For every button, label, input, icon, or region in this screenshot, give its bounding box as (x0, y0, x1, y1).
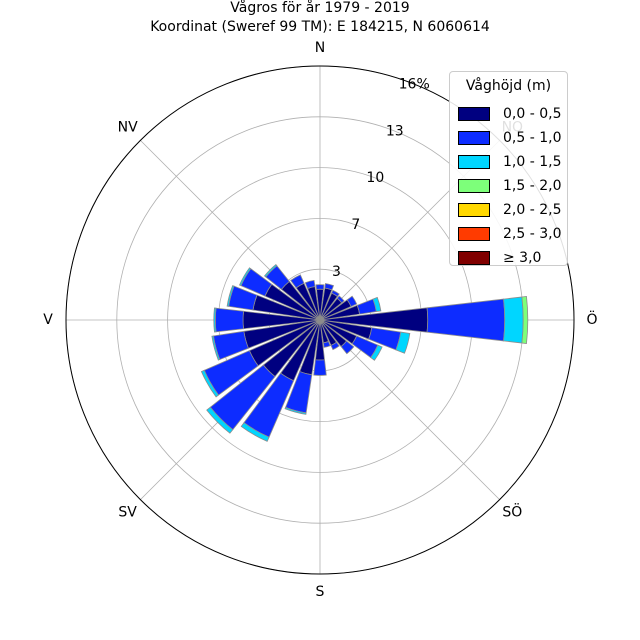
legend-entry: 0,0 - 0,5 (458, 102, 562, 126)
wedge-segment (331, 289, 340, 298)
wedge-segment (395, 331, 411, 354)
legend-label: 0,0 - 0,5 (503, 106, 562, 122)
wedge-segment (200, 369, 220, 398)
legend-label: 0,5 - 1,0 (503, 130, 562, 146)
wedge-segment (346, 295, 358, 308)
wedge-segment (313, 359, 327, 376)
chart-title: Vågros för år 1979 - 2019 (230, 0, 410, 16)
legend-entry: 1,0 - 1,5 (458, 150, 562, 174)
wedge-segment (322, 340, 331, 348)
legend-label: ≥ 3,0 (503, 250, 542, 266)
wedge-segment (290, 274, 305, 289)
direction-label: S (316, 584, 325, 600)
direction-label: Ö (586, 310, 597, 328)
radial-tick-label: 13 (386, 123, 404, 139)
legend-entry: 2,5 - 3,0 (458, 222, 562, 246)
legend-swatch (458, 131, 490, 145)
outer-ring (65, 65, 575, 575)
legend-entry: 1,5 - 2,0 (458, 174, 562, 198)
chart-subtitle: Koordinat (Sweref 99 TM): E 184215, N 60… (150, 19, 490, 35)
wedge-segment (370, 344, 383, 361)
direction-label: SV (118, 504, 137, 520)
wedge-segment (521, 296, 529, 344)
legend-label: 2,5 - 3,0 (503, 226, 562, 242)
wedges-layer (200, 264, 529, 442)
legend-entry: 0,5 - 1,0 (458, 126, 562, 150)
wedge-segment (226, 285, 235, 307)
legend-swatch (458, 179, 490, 193)
radial-tick-label: 3 (332, 264, 341, 280)
wedge-segment (330, 341, 340, 351)
wedge-segment (315, 284, 325, 290)
wedge-segment (264, 264, 278, 278)
wedge-segment (211, 335, 221, 361)
wedge-segment (372, 296, 382, 313)
legend-label: 1,0 - 1,5 (503, 154, 562, 170)
legend-entry: 2,0 - 2,5 (458, 198, 562, 222)
radial-tick-label: 16% (399, 76, 430, 92)
legend-swatch (458, 155, 490, 169)
direction-label: N (315, 40, 325, 56)
legend-label: 2,0 - 2,5 (503, 202, 562, 218)
wedge-segment (503, 296, 524, 344)
radial-tick-label: 7 (351, 217, 360, 233)
radial-tick-label: 10 (366, 170, 384, 186)
legend-swatch (458, 251, 490, 265)
legend-label: 1,5 - 2,0 (503, 178, 562, 194)
legend-swatch (458, 203, 490, 217)
wedge-segment (304, 279, 316, 290)
direction-label: V (43, 312, 53, 328)
legend-entries: 0,0 - 0,5 0,5 - 1,0 1,0 - 1,5 1,5 - 2,0 2,0 … (458, 102, 562, 270)
wedge-segment (336, 295, 345, 304)
wedge-segment (239, 267, 252, 287)
legend-entry: ≥ 3,0 (458, 246, 559, 270)
wedge-segment (340, 340, 355, 355)
direction-label: SÖ (502, 502, 522, 520)
wedge-segment (206, 406, 234, 434)
legend-swatch (458, 227, 490, 241)
wedge-segment (213, 307, 217, 333)
direction-label: NV (118, 120, 138, 136)
legend-swatch (458, 107, 490, 121)
legend-title: Våghöjd (m) (465, 78, 552, 94)
wedge-segment (240, 422, 270, 442)
wedge-segment (426, 298, 506, 342)
wedge-segment (214, 307, 244, 333)
wedge-segment (324, 283, 335, 291)
legend: Våghöjd (m) 0,0 - 0,5 0,5 - 1,0 1,0 - 1,5 1… (449, 71, 568, 266)
wedge-segment (284, 406, 307, 415)
